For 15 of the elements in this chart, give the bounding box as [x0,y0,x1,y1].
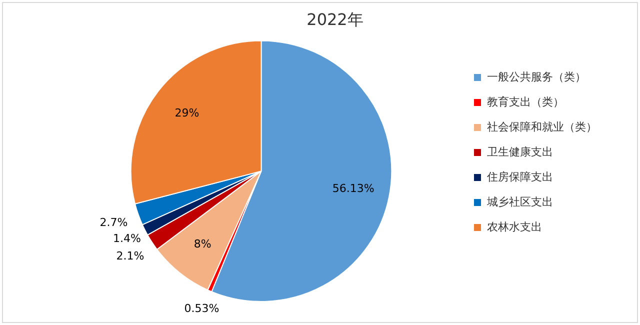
chart-title: 2022年 [306,10,364,29]
legend-label: 一般公共服务（类） [487,70,586,84]
data-label: 1.4% [113,232,141,245]
data-label: 56.13% [332,182,374,196]
data-label: 0.53% [184,302,220,316]
legend-label: 城乡社区支出 [486,195,553,208]
data-label: 8% [194,237,212,250]
legend-label: 住房保障支出 [487,170,553,184]
legend-label: 社会保障和就业（类） [487,120,597,134]
legend-label: 教育支出（类） [487,95,564,108]
data-label: 29% [174,106,200,120]
legend-label: 卫生健康支出 [487,145,553,158]
data-label: 2.1% [116,249,144,262]
data-label: 2.7% [100,216,128,229]
legend-label: 农林水支出 [487,220,542,234]
